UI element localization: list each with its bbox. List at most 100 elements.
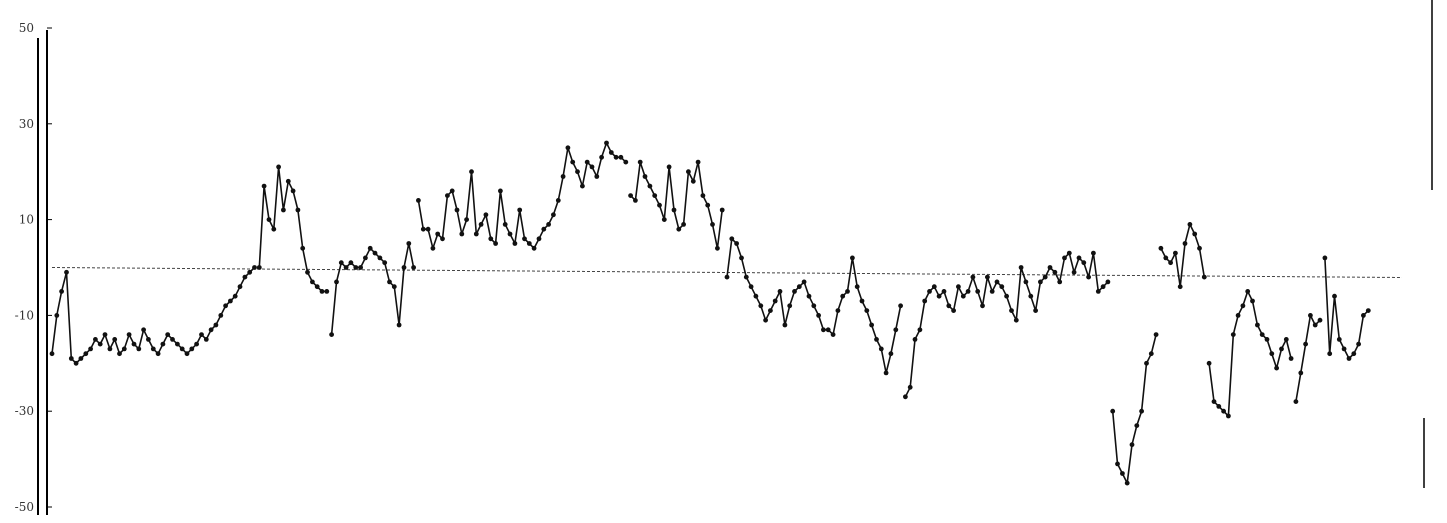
data-point (1341, 346, 1347, 352)
data-point (768, 308, 773, 313)
data-point (1317, 317, 1323, 323)
data-point (734, 241, 739, 246)
data-point (454, 207, 460, 213)
data-point (232, 293, 238, 299)
data-point (536, 236, 542, 242)
data-point (541, 226, 547, 232)
data-point (430, 245, 436, 251)
y-tick-label: -10 (15, 308, 34, 322)
data-point (310, 279, 315, 285)
data-point (1100, 284, 1106, 290)
data-point (652, 193, 658, 199)
data-point (628, 193, 633, 199)
data-point (907, 384, 913, 390)
data-point (194, 341, 200, 347)
data-point (835, 308, 841, 313)
data-point (1066, 250, 1072, 256)
data-point (676, 226, 682, 232)
data-point (78, 356, 84, 361)
data-point (382, 260, 388, 266)
data-point (343, 265, 349, 270)
data-point (1076, 255, 1082, 261)
data-point (642, 174, 648, 179)
data-point (1312, 322, 1318, 328)
data-point (141, 327, 147, 333)
y-tick-label: 10 (19, 213, 34, 227)
data-point (285, 178, 291, 184)
data-point (469, 169, 474, 175)
data-point (1303, 341, 1308, 347)
data-point (1298, 370, 1304, 376)
data-point (999, 284, 1005, 290)
data-point (353, 265, 359, 270)
data-point (903, 394, 908, 400)
data-point (1211, 399, 1217, 404)
data-point (1033, 308, 1038, 313)
data-point (787, 303, 793, 309)
data-point (994, 279, 1000, 285)
y-tick-label: 50 (19, 21, 34, 35)
data-point (840, 293, 846, 299)
data-point (874, 337, 879, 342)
data-point (1356, 341, 1361, 347)
data-point (898, 303, 903, 309)
data-point (575, 169, 580, 175)
data-point (517, 207, 523, 213)
data-point (618, 154, 624, 160)
data-point (715, 245, 720, 251)
data-point (1308, 313, 1313, 318)
data-point (1139, 408, 1144, 414)
data-point (242, 274, 248, 280)
data-point (329, 332, 334, 337)
data-point (1336, 337, 1342, 342)
data-point (927, 289, 932, 294)
data-point (580, 183, 585, 189)
data-point (1177, 284, 1183, 290)
data-point (850, 255, 855, 261)
data-point (1250, 298, 1255, 304)
data-point (666, 164, 672, 170)
data-point (1240, 303, 1246, 309)
data-point (970, 274, 976, 280)
data-point (1071, 269, 1077, 275)
data-point (1283, 337, 1289, 342)
data-point (763, 317, 768, 323)
data-point (1004, 293, 1009, 299)
data-point (1158, 245, 1164, 251)
data-point (637, 159, 643, 165)
data-point (1201, 274, 1207, 280)
data-point (218, 313, 224, 318)
data-point (594, 174, 600, 179)
data-point (1288, 356, 1294, 361)
series-line-segment (330, 242, 415, 335)
data-point (560, 174, 566, 179)
data-point (59, 289, 64, 294)
data-point (179, 346, 185, 352)
data-point (1023, 279, 1029, 285)
data-point (960, 293, 966, 299)
data-point (121, 346, 127, 352)
data-point (1279, 346, 1284, 352)
data-point (671, 207, 677, 213)
data-point (247, 269, 253, 275)
data-point (170, 337, 175, 342)
data-point (324, 289, 330, 294)
data-point (488, 236, 494, 242)
data-point (777, 289, 783, 294)
data-point (1105, 279, 1111, 285)
data-point (1086, 274, 1091, 280)
data-point (440, 236, 445, 242)
data-point (1197, 245, 1202, 251)
data-point (604, 140, 609, 146)
data-point (464, 217, 469, 223)
data-point (406, 241, 412, 246)
data-point (980, 303, 985, 309)
data-point (753, 293, 759, 299)
data-point (338, 260, 344, 266)
data-point (1187, 222, 1193, 227)
data-point (377, 255, 383, 261)
data-point (146, 337, 151, 342)
data-point (478, 222, 484, 227)
series-layer (49, 140, 1371, 486)
data-point (570, 159, 576, 165)
